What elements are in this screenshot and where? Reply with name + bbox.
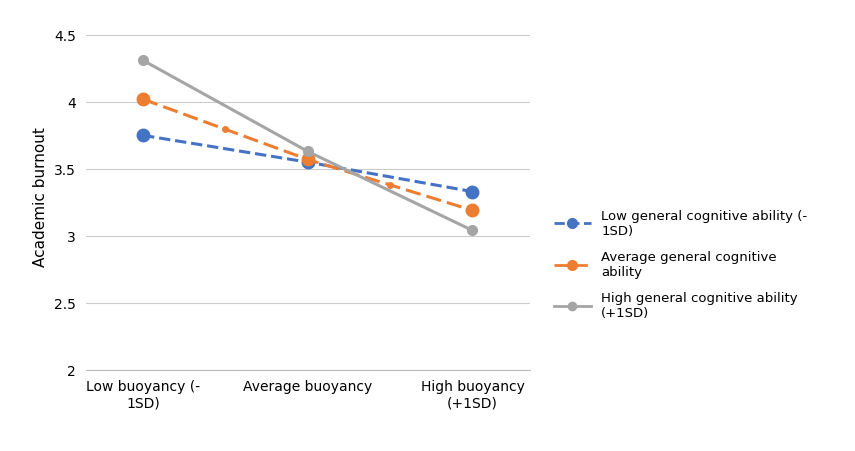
Legend: Low general cognitive ability (-
1SD), Average general cognitive
ability, High g: Low general cognitive ability (- 1SD), A… [554,210,807,320]
Y-axis label: Academic burnout: Academic burnout [33,126,49,266]
